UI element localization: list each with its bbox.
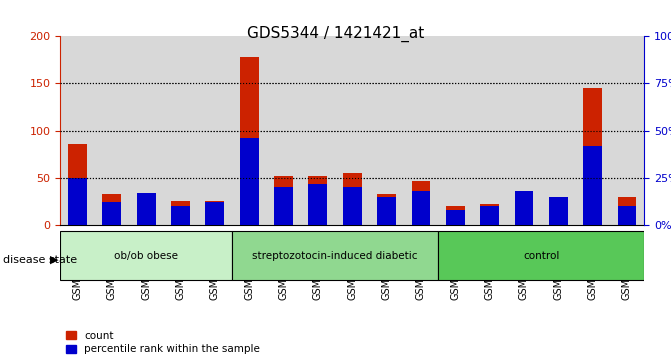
Bar xyxy=(480,206,499,225)
Bar xyxy=(549,197,568,225)
Bar xyxy=(137,194,156,225)
Bar xyxy=(515,192,533,225)
Bar xyxy=(274,176,293,225)
Bar xyxy=(137,194,156,225)
Bar xyxy=(515,192,533,225)
Bar xyxy=(576,36,610,225)
Bar xyxy=(583,88,602,225)
Bar xyxy=(198,36,232,225)
Bar xyxy=(370,36,404,225)
Bar xyxy=(103,203,121,225)
Bar xyxy=(583,146,602,225)
Bar xyxy=(377,197,396,225)
Bar xyxy=(617,206,636,225)
Bar xyxy=(472,36,507,225)
Bar xyxy=(274,176,293,225)
Bar xyxy=(240,57,259,225)
Bar xyxy=(301,36,335,225)
Bar xyxy=(549,197,568,225)
Bar xyxy=(446,206,465,225)
Bar xyxy=(171,206,190,225)
Text: streptozotocin-induced diabetic: streptozotocin-induced diabetic xyxy=(252,251,418,261)
Text: GDS5344 / 1421421_at: GDS5344 / 1421421_at xyxy=(247,25,424,42)
Text: disease state: disease state xyxy=(3,254,77,265)
Bar xyxy=(103,203,121,225)
Bar xyxy=(309,176,327,225)
Bar xyxy=(377,194,396,225)
Bar xyxy=(103,194,121,225)
Bar xyxy=(335,36,370,225)
Bar xyxy=(240,138,259,225)
Bar xyxy=(343,187,362,225)
Bar xyxy=(103,194,121,225)
Bar xyxy=(137,193,156,225)
Bar xyxy=(274,187,293,225)
Bar xyxy=(617,206,636,225)
Bar xyxy=(68,144,87,225)
Bar xyxy=(240,138,259,225)
Bar xyxy=(404,36,438,225)
Bar xyxy=(515,191,533,225)
Bar xyxy=(446,210,465,225)
Bar xyxy=(95,36,129,225)
Bar xyxy=(549,200,568,225)
Text: ob/ob obese: ob/ob obese xyxy=(114,251,178,261)
Bar xyxy=(240,57,259,225)
Bar xyxy=(137,193,156,225)
Bar xyxy=(205,201,224,225)
Bar xyxy=(343,173,362,225)
Bar xyxy=(515,191,533,225)
FancyBboxPatch shape xyxy=(232,232,438,280)
Bar xyxy=(68,178,87,225)
Bar xyxy=(617,197,636,225)
Text: control: control xyxy=(523,251,560,261)
Bar xyxy=(343,187,362,225)
Bar xyxy=(205,203,224,225)
Bar xyxy=(164,36,198,225)
Bar xyxy=(446,210,465,225)
Bar xyxy=(309,184,327,225)
Bar xyxy=(309,176,327,225)
Text: ▶: ▶ xyxy=(50,254,59,265)
Bar xyxy=(583,88,602,225)
Legend: count, percentile rank within the sample: count, percentile rank within the sample xyxy=(66,331,260,354)
Bar xyxy=(377,194,396,225)
Bar xyxy=(377,197,396,225)
Bar xyxy=(411,181,430,225)
Bar xyxy=(68,178,87,225)
Bar xyxy=(171,206,190,225)
Bar xyxy=(411,181,430,225)
Bar xyxy=(411,191,430,225)
Bar xyxy=(438,36,472,225)
Bar xyxy=(583,146,602,225)
FancyBboxPatch shape xyxy=(60,232,232,280)
Bar xyxy=(171,200,190,225)
Bar xyxy=(60,36,95,225)
Bar xyxy=(274,187,293,225)
Bar xyxy=(549,200,568,225)
Bar xyxy=(68,144,87,225)
Bar xyxy=(480,206,499,225)
Bar xyxy=(617,197,636,225)
Bar xyxy=(171,200,190,225)
Bar xyxy=(480,204,499,225)
Bar xyxy=(205,201,224,225)
Bar xyxy=(480,204,499,225)
Bar xyxy=(507,36,541,225)
Bar xyxy=(610,36,644,225)
Bar xyxy=(309,184,327,225)
Bar xyxy=(129,36,164,225)
Bar xyxy=(266,36,301,225)
Bar xyxy=(411,191,430,225)
Bar xyxy=(232,36,266,225)
Bar xyxy=(343,173,362,225)
Bar xyxy=(446,206,465,225)
Bar xyxy=(541,36,576,225)
FancyBboxPatch shape xyxy=(438,232,644,280)
Bar xyxy=(205,203,224,225)
